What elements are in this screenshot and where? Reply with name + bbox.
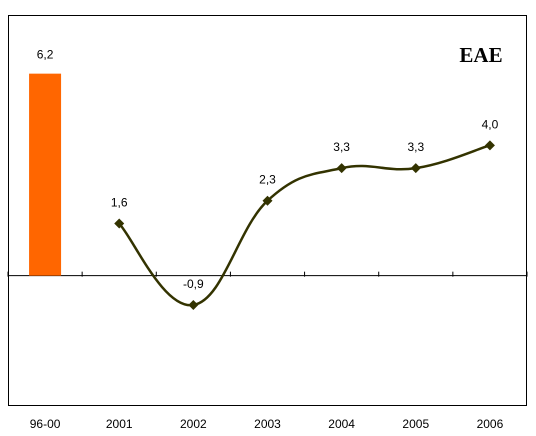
x-tick-label: 2003 [254, 417, 281, 431]
line-data-label: 4,0 [482, 117, 499, 131]
chart-title: EAE [459, 43, 502, 67]
line-point-marker [484, 140, 495, 151]
line-data-label: 1,6 [111, 196, 128, 210]
line-point-marker [114, 218, 125, 229]
line-point-marker [410, 163, 421, 174]
line-data-label: 3,3 [407, 140, 424, 154]
bar-data-label: 6,2 [37, 48, 54, 62]
line-data-label: 3,3 [333, 140, 350, 154]
line-data-label: 2,3 [259, 173, 276, 187]
x-tick-label: 2005 [402, 417, 429, 431]
x-tick-label: 2001 [106, 417, 133, 431]
x-tick-label: 2002 [180, 417, 207, 431]
line-point-marker [188, 299, 199, 310]
x-tick-label: 96-00 [30, 417, 61, 431]
line-point-marker [262, 195, 273, 206]
line-point-marker [336, 163, 347, 174]
x-tick-label: 2004 [328, 417, 355, 431]
x-tick-label: 2006 [477, 417, 504, 431]
plot-frame [8, 15, 527, 406]
bar [29, 73, 62, 276]
line-data-label: -0,9 [183, 277, 204, 291]
